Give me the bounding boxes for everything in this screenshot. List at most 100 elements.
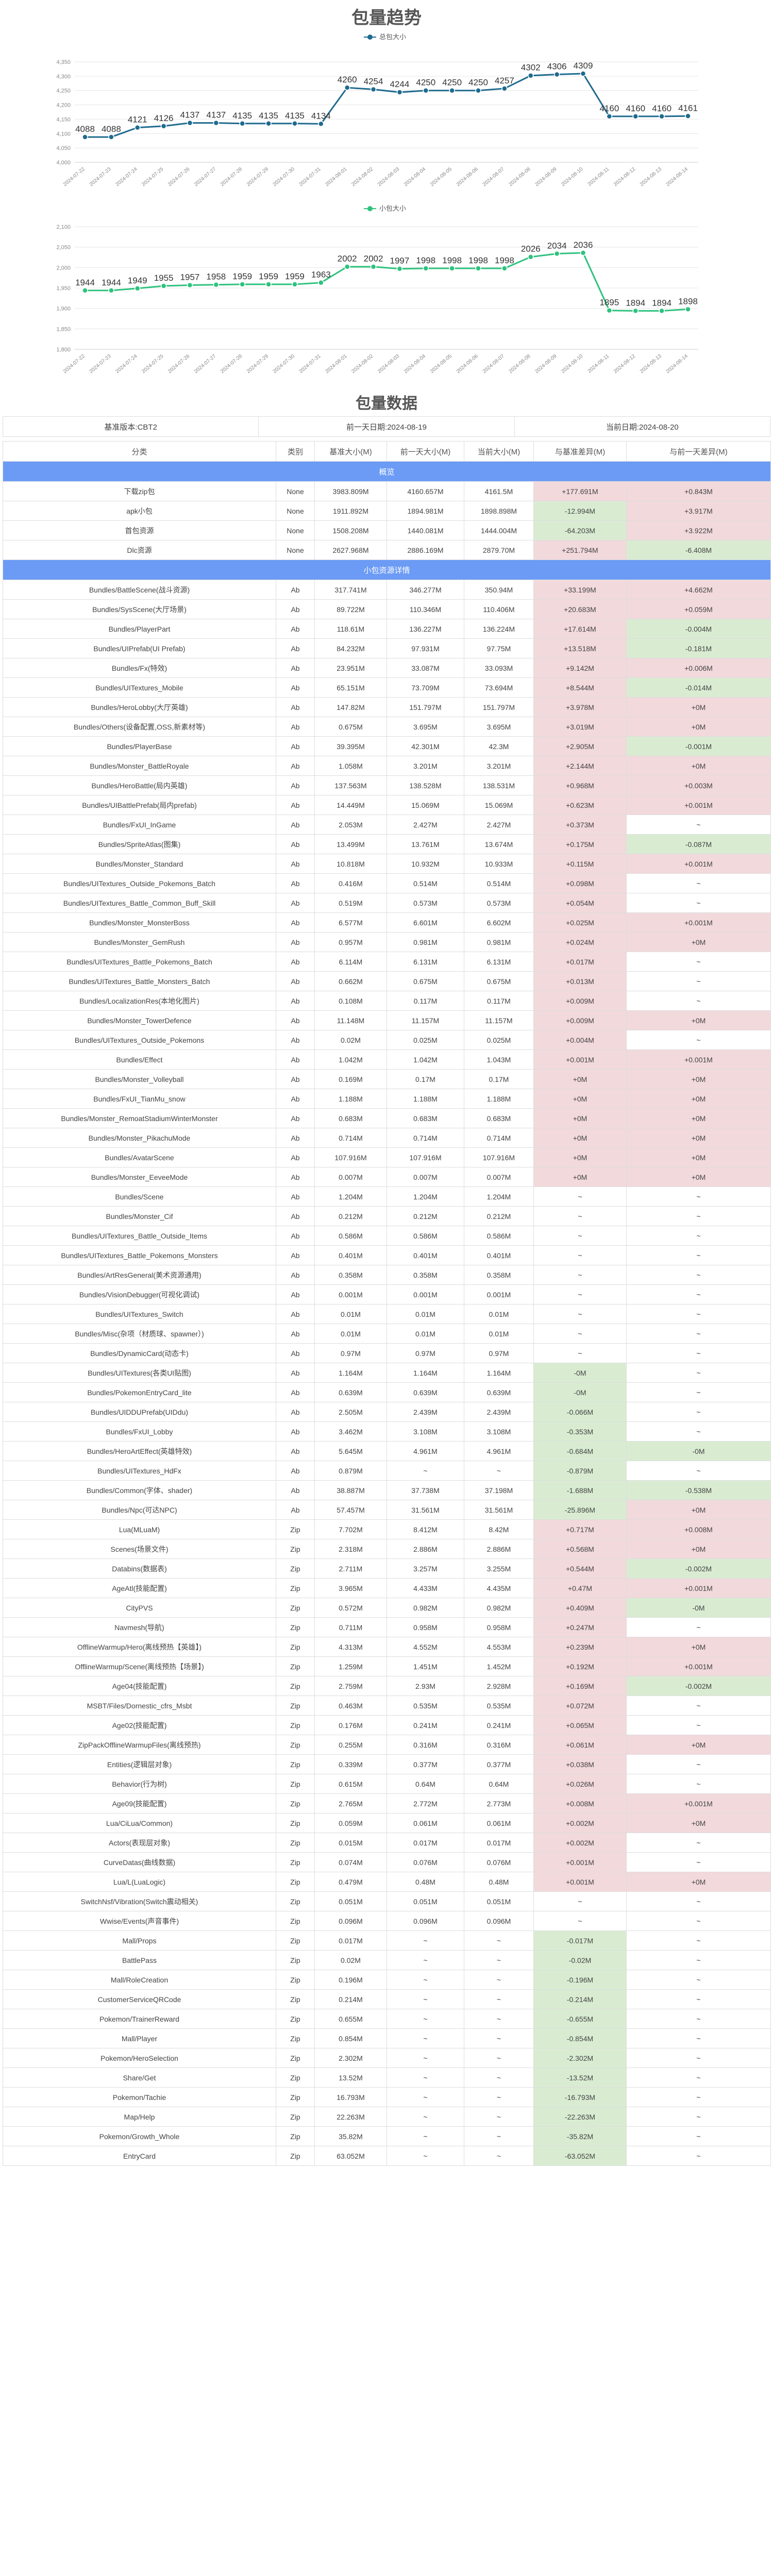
data-point bbox=[396, 89, 403, 95]
base-size-cell: 0.096M bbox=[314, 1911, 387, 1931]
series-line bbox=[85, 252, 688, 312]
base-size-cell: 1911.892M bbox=[314, 501, 387, 521]
diff-base-cell: +2.144M bbox=[533, 756, 627, 776]
current-size-cell: 6.131M bbox=[464, 952, 534, 972]
diff-prev-cell: ~ bbox=[626, 991, 771, 1011]
base-size-cell: 1.188M bbox=[314, 1089, 387, 1109]
diff-base-cell: +0.072M bbox=[533, 1696, 627, 1716]
x-tick-label: 2024-07-27 bbox=[193, 166, 217, 188]
current-size-cell: 6.602M bbox=[464, 912, 534, 933]
x-tick-label: 2024-08-02 bbox=[350, 353, 375, 375]
base-size-cell: 57.457M bbox=[314, 1500, 387, 1520]
data-point bbox=[292, 121, 298, 127]
category-cell: Bundles/BattleScene(战斗资源) bbox=[3, 580, 276, 600]
data-point bbox=[213, 120, 220, 126]
base-size-cell: 0.479M bbox=[314, 1872, 387, 1892]
diff-base-cell: ~ bbox=[533, 1891, 627, 1911]
prev-size-cell: 1.204M bbox=[386, 1187, 464, 1207]
x-tick-label: 2024-08-01 bbox=[324, 166, 348, 188]
prev-size-cell: 3.108M bbox=[386, 1421, 464, 1442]
data-point bbox=[475, 87, 481, 94]
x-tick-label: 2024-08-10 bbox=[560, 353, 584, 375]
current-size-cell: 2.886M bbox=[464, 1539, 534, 1559]
current-size-cell: 0.051M bbox=[464, 1891, 534, 1911]
current-size-cell: 0.007M bbox=[464, 1167, 534, 1187]
prev-size-cell: 0.958M bbox=[386, 1617, 464, 1637]
table-row: Bundles/Common(字体、shader) Ab 38.887M 37.738… bbox=[3, 1480, 771, 1500]
category-cell: Bundles/Common(字体、shader) bbox=[3, 1480, 276, 1500]
base-size-cell: 6.114M bbox=[314, 952, 387, 972]
current-size-cell: 97.75M bbox=[464, 638, 534, 658]
data-label: 1963 bbox=[311, 270, 331, 280]
type-cell: Ab bbox=[276, 1108, 315, 1128]
base-size-cell: 4.313M bbox=[314, 1637, 387, 1657]
diff-base-cell: -0.196M bbox=[533, 1970, 627, 1990]
base-size-cell: 3983.809M bbox=[314, 481, 387, 501]
diff-prev-cell: ~ bbox=[626, 2048, 771, 2068]
current-size-cell: 0.514M bbox=[464, 873, 534, 893]
diff-base-cell: -16.793M bbox=[533, 2087, 627, 2107]
base-size-cell: 0.416M bbox=[314, 873, 387, 893]
current-size-cell: 31.561M bbox=[464, 1500, 534, 1520]
diff-base-cell: +0.175M bbox=[533, 834, 627, 854]
overview-band: 概览 bbox=[3, 461, 771, 482]
table-row: Map/Help Zip 22.263M ~ ~ -22.263M ~ bbox=[3, 2107, 771, 2127]
column-header: 类别 bbox=[276, 441, 315, 462]
prev-size-cell: 4.961M bbox=[386, 1441, 464, 1461]
data-label: 4135 bbox=[232, 111, 252, 121]
table-row: Bundles/UITextures_Battle_Monsters_Batch… bbox=[3, 971, 771, 991]
prev-size-cell: 136.227M bbox=[386, 619, 464, 639]
base-size-cell: 38.887M bbox=[314, 1480, 387, 1500]
data-label: 4135 bbox=[285, 111, 305, 121]
table-row: Pokemon/TrainerReward Zip 0.655M ~ ~ -0.655M ~ bbox=[3, 2009, 771, 2029]
y-tick-label: 1,850 bbox=[56, 326, 71, 332]
diff-base-cell: -0M bbox=[533, 1363, 627, 1383]
type-cell: Ab bbox=[276, 834, 315, 854]
current-size-cell: 10.933M bbox=[464, 854, 534, 874]
diff-prev-cell: ~ bbox=[626, 1226, 771, 1246]
type-cell: Ab bbox=[276, 1402, 315, 1422]
y-tick-label: 4,300 bbox=[56, 74, 71, 80]
prev-size-cell: ~ bbox=[386, 2087, 464, 2107]
diff-base-cell: -0.017M bbox=[533, 1930, 627, 1951]
data-label: 4260 bbox=[338, 75, 357, 84]
table-row: Actors(表现层对象) Zip 0.015M 0.017M 0.017M +0.002… bbox=[3, 1833, 771, 1853]
category-cell: Bundles/UITextures_Outside_Pokemons_Batc… bbox=[3, 873, 276, 893]
type-cell: None bbox=[276, 501, 315, 521]
diff-base-cell: -1.688M bbox=[533, 1480, 627, 1500]
type-cell: Ab bbox=[276, 1010, 315, 1030]
base-size-cell: 0.463M bbox=[314, 1696, 387, 1716]
current-size-cell: 0.096M bbox=[464, 1911, 534, 1931]
data-label: 4302 bbox=[521, 63, 541, 73]
prev-size-cell: 0.01M bbox=[386, 1324, 464, 1344]
table-row: Bundles/UITextures(各类UI贴图) Ab 1.164M 1.164M… bbox=[3, 1363, 771, 1383]
category-cell: Bundles/Npc(可达NPC) bbox=[3, 1500, 276, 1520]
type-cell: Ab bbox=[276, 893, 315, 913]
type-cell: Ab bbox=[276, 599, 315, 619]
diff-base-cell: ~ bbox=[533, 1206, 627, 1226]
type-cell: Ab bbox=[276, 1382, 315, 1402]
diff-prev-cell: ~ bbox=[626, 873, 771, 893]
data-point bbox=[632, 308, 639, 314]
y-tick-label: 1,900 bbox=[56, 306, 71, 312]
type-cell: Ab bbox=[276, 1167, 315, 1187]
data-label: 2002 bbox=[364, 254, 383, 264]
current-size-cell: ~ bbox=[464, 1989, 534, 2009]
prev-size-cell: 0.586M bbox=[386, 1226, 464, 1246]
base-size-cell: 137.563M bbox=[314, 775, 387, 795]
prev-size-cell: 1440.081M bbox=[386, 520, 464, 540]
type-cell: Ab bbox=[276, 1147, 315, 1167]
table-row: OfflineWarmup/Scene(离线预热【场景】) Zip 1.259M 1.… bbox=[3, 1656, 771, 1676]
table-row: 下载zip包 None 3983.809M 4160.657M 4161.5M +177.… bbox=[3, 481, 771, 501]
current-size-cell: 0.01M bbox=[464, 1324, 534, 1344]
diff-base-cell: +251.794M bbox=[533, 540, 627, 560]
diff-base-cell: -0.353M bbox=[533, 1421, 627, 1442]
table-row: Dlc资源 None 2627.968M 2886.169M 2879.70M +251.… bbox=[3, 540, 771, 560]
type-cell: Zip bbox=[276, 1656, 315, 1676]
diff-base-cell: ~ bbox=[533, 1284, 627, 1304]
type-cell: Zip bbox=[276, 1872, 315, 1892]
prev-size-cell: 0.01M bbox=[386, 1304, 464, 1324]
prev-size-cell: 0.017M bbox=[386, 1833, 464, 1853]
legend-label: 小包大小 bbox=[379, 205, 406, 212]
category-cell: Share/Get bbox=[3, 2067, 276, 2088]
